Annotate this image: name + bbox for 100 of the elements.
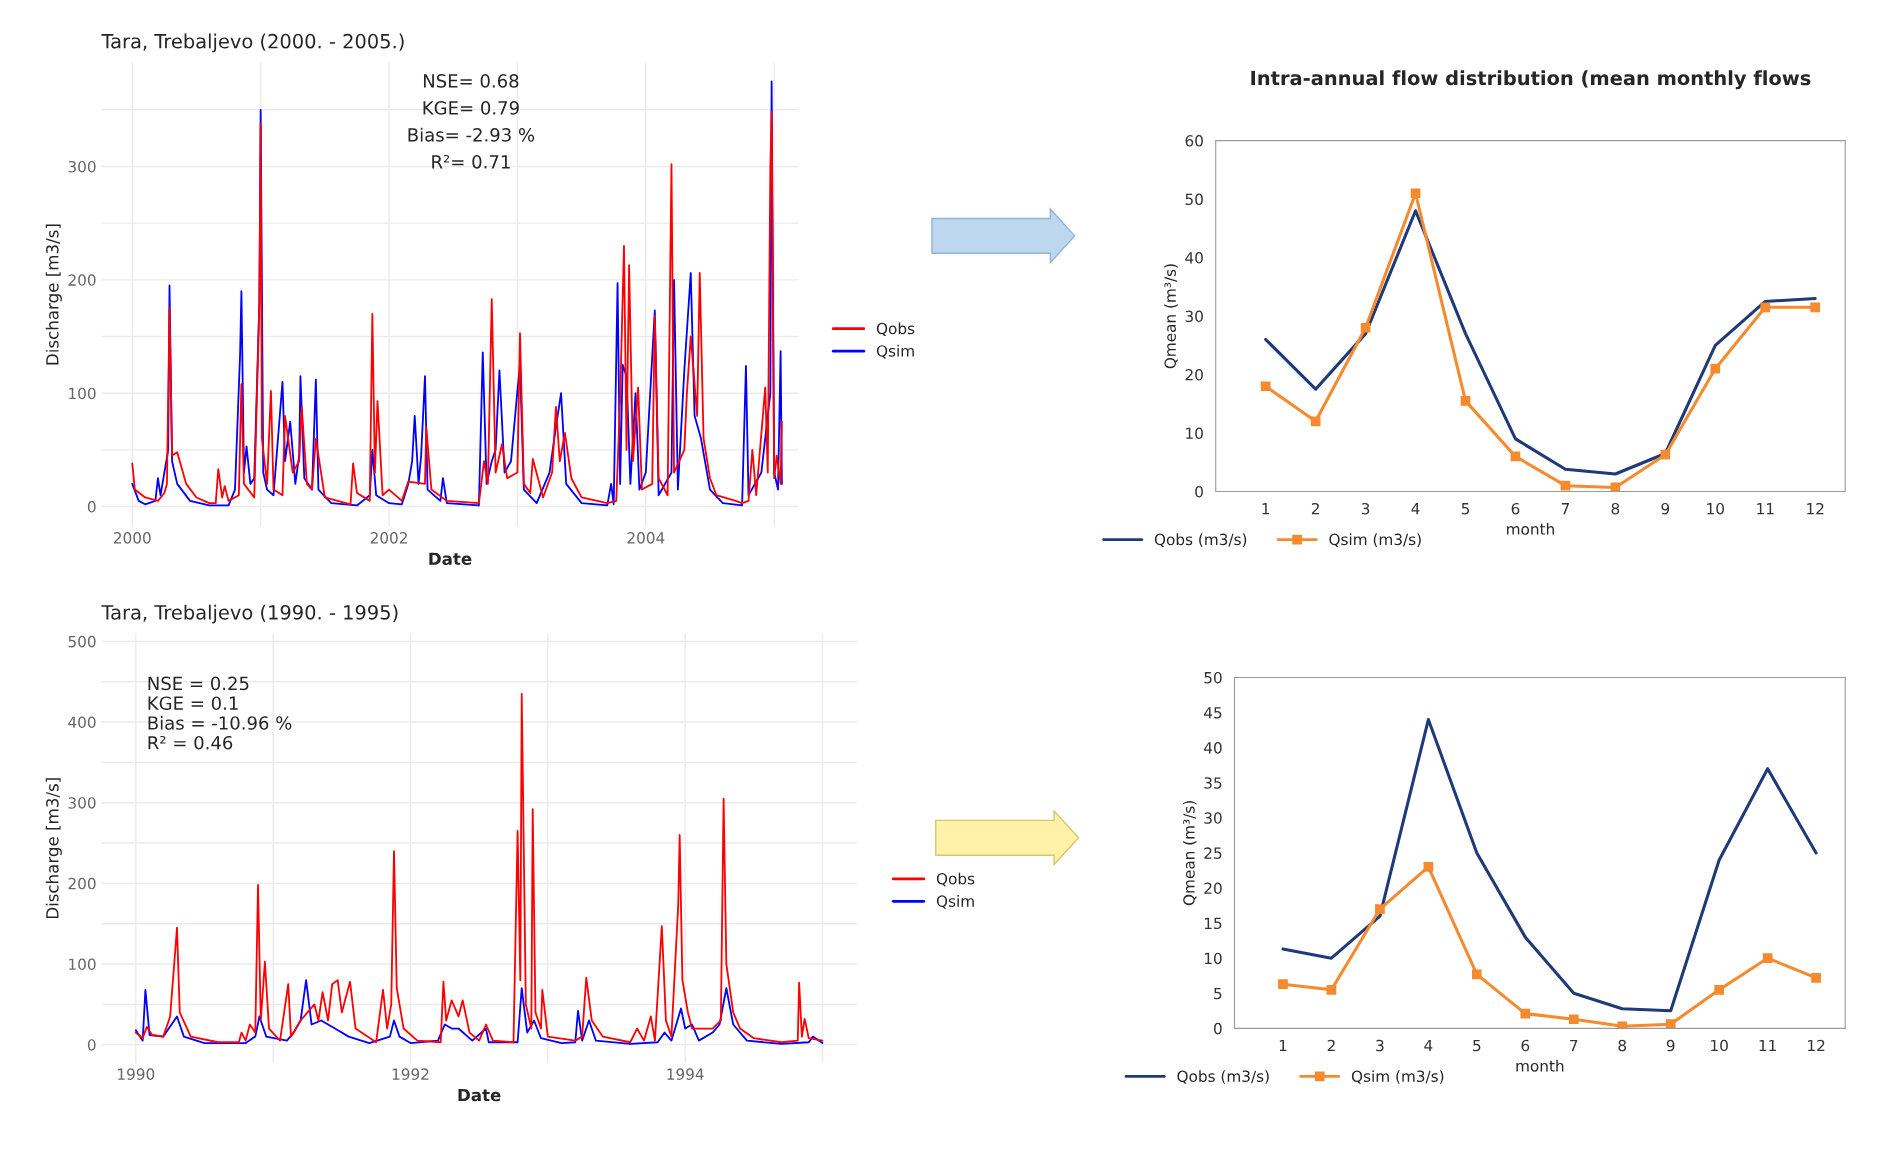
y-tick-label: 15	[1204, 917, 1222, 930]
x-tick-label: 6	[1511, 502, 1520, 515]
x-tick-label: 9	[1666, 1039, 1675, 1052]
chart-title: Intra-annual flow distribution (mean monthly flows	[1251, 70, 1811, 90]
y-tick-label: 10	[1204, 952, 1222, 965]
x-tick-label: 7	[1570, 1039, 1578, 1052]
x-tick-label: 12	[1807, 502, 1824, 515]
chart-title: Tara, Trebaljevo (1990. - 1995)	[101, 604, 398, 624]
y-tick-label: 5	[1214, 987, 1222, 1000]
y-tick-label: 50	[1204, 671, 1222, 684]
annotation: KGE = 0.1	[148, 696, 238, 711]
annotation: KGE= 0.79	[423, 101, 519, 115]
point	[1471, 969, 1482, 980]
point	[1810, 302, 1821, 313]
y-tick-label: 0	[1213, 1022, 1222, 1035]
y-tick-label: 20	[1185, 369, 1203, 381]
x-tick-label: 6	[1521, 1039, 1530, 1052]
x-tick-label: 1	[1262, 503, 1270, 515]
x-tick-label: 4	[1424, 1039, 1433, 1052]
y-tick-label: 10	[1186, 427, 1203, 440]
point	[1714, 984, 1725, 995]
x-tick-label: 4	[1411, 503, 1420, 515]
annotation: NSE= 0.68	[423, 74, 519, 88]
legend-label: Qobs (m3/s)	[1177, 1070, 1269, 1084]
point	[1665, 1019, 1676, 1029]
x-tick-label: 10	[1711, 1039, 1728, 1052]
line-series	[1281, 718, 1818, 1013]
point	[1326, 984, 1337, 995]
legend-label: Qobs	[936, 872, 975, 887]
y-tick-label: 300	[68, 160, 96, 173]
point	[1310, 416, 1321, 427]
line-series	[134, 692, 824, 1044]
point	[1423, 862, 1434, 872]
y-axis-title: Qmean (m³/s)	[1182, 801, 1197, 906]
chart-title: Tara, Trebaljevo (2000. - 2005.)	[101, 33, 404, 53]
y-tick-label: 200	[68, 877, 96, 890]
x-tick-label: 3	[1361, 502, 1370, 515]
y-tick-label: 0	[87, 1039, 96, 1051]
annotation: Bias = -10.96 %	[148, 715, 292, 730]
line-series	[134, 979, 824, 1045]
point	[1410, 188, 1421, 199]
point	[1710, 363, 1721, 374]
x-tick-label: 2	[1311, 502, 1319, 515]
legend-label: Qsim (m3/s)	[1329, 533, 1421, 547]
point	[1568, 1014, 1579, 1025]
x-tick-label: 1992	[392, 1068, 429, 1080]
point	[1560, 480, 1571, 491]
x-axis-title: month	[1516, 1059, 1564, 1072]
point	[1617, 1021, 1628, 1029]
x-tick-label: 8	[1618, 1039, 1627, 1052]
y-tick-label: 500	[68, 635, 96, 648]
y-tick-label: 35	[1204, 777, 1222, 789]
x-tick-label: 10	[1707, 502, 1724, 515]
point	[1375, 904, 1385, 914]
x-tick-label: 7	[1561, 503, 1569, 515]
x-tick-label: 1	[1279, 1039, 1287, 1052]
point	[1260, 381, 1271, 392]
y-tick-label: 100	[69, 387, 96, 400]
x-tick-label: 8	[1611, 502, 1620, 515]
y-axis-title: Qmean (m³/s)	[1164, 264, 1178, 369]
x-tick-label: 2000	[113, 532, 151, 544]
x-tick-label: 2	[1327, 1039, 1335, 1052]
x-axis-title: Date	[429, 552, 472, 566]
x-tick-label: 5	[1473, 1039, 1481, 1052]
point	[1278, 979, 1288, 990]
point	[1660, 449, 1671, 460]
x-tick-label: 1990	[118, 1068, 155, 1080]
y-tick-label: 100	[69, 958, 96, 971]
x-tick-label: 5	[1461, 503, 1470, 515]
annotation: R²= 0.71	[432, 154, 510, 169]
point	[1520, 1008, 1531, 1019]
point	[1460, 396, 1471, 406]
legend-label: Qsim	[936, 895, 974, 909]
y-tick-label: 30	[1185, 310, 1203, 323]
point	[1360, 322, 1371, 333]
y-axis-title: Discharge [m3/s]	[45, 778, 62, 919]
y-tick-label: 40	[1204, 742, 1222, 754]
annotation: Bias= -2.93 %	[408, 127, 535, 142]
y-tick-label: 0	[87, 501, 96, 513]
y-tick-label: 40	[1185, 252, 1203, 264]
point	[1762, 953, 1773, 964]
legend-label: Qsim	[876, 344, 914, 359]
y-tick-label: 30	[1204, 812, 1222, 824]
legend-label: Qobs	[876, 322, 915, 337]
x-axis-title: Date	[458, 1088, 501, 1102]
y-tick-label: 200	[68, 274, 96, 286]
point	[1760, 302, 1771, 313]
y-tick-label: 0	[1195, 485, 1203, 498]
annotation: R² = 0.46	[148, 735, 233, 750]
x-tick-label: 9	[1661, 502, 1670, 515]
y-tick-label: 50	[1185, 193, 1203, 206]
x-tick-label: 11	[1759, 1039, 1776, 1052]
y-axis-title: Discharge [m3/s]	[45, 224, 62, 365]
legend-label: Qobs (m3/s)	[1154, 533, 1247, 547]
y-tick-label: 45	[1204, 707, 1222, 719]
x-tick-label: 2004	[627, 532, 665, 544]
x-tick-label: 2002	[370, 532, 407, 544]
y-tick-label: 60	[1185, 135, 1203, 147]
y-tick-label: 300	[68, 797, 96, 809]
point	[1811, 972, 1821, 983]
